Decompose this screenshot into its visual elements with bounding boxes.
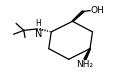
Text: NH₂: NH₂ — [76, 60, 93, 69]
Text: H: H — [35, 19, 41, 28]
Polygon shape — [72, 11, 84, 21]
Text: N: N — [35, 29, 42, 39]
Text: OH: OH — [91, 6, 104, 15]
Polygon shape — [84, 49, 90, 59]
